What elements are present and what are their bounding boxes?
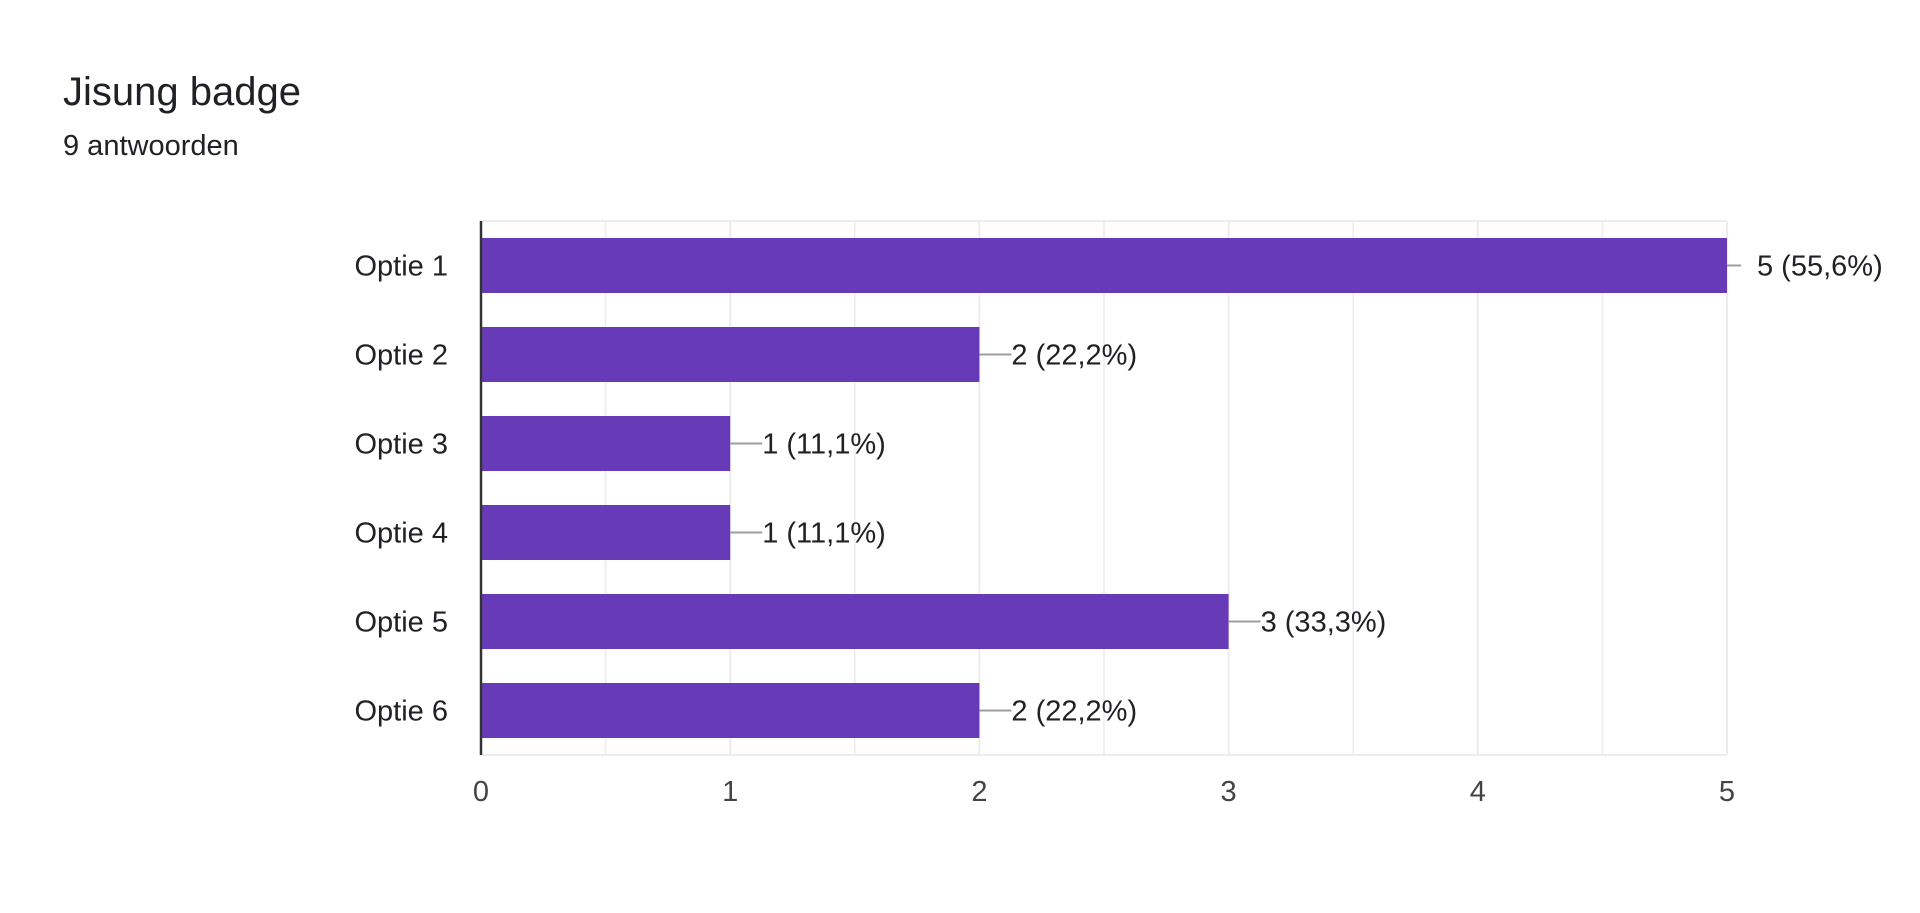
data-label: 2 (22,2%): [1011, 696, 1137, 728]
bar[interactable]: [481, 327, 980, 382]
category-label: Optie 4: [355, 518, 449, 550]
data-label: 1 (11,1%): [762, 518, 886, 550]
x-tick-label: 1: [722, 776, 738, 808]
bar[interactable]: [481, 594, 1229, 649]
x-tick-label: 4: [1470, 776, 1486, 808]
data-label: 2 (22,2%): [1011, 340, 1137, 372]
category-label: Optie 5: [355, 607, 449, 639]
bar[interactable]: [481, 238, 1727, 293]
bar[interactable]: [481, 683, 980, 738]
bar[interactable]: [481, 416, 731, 471]
x-tick-label: 5: [1719, 776, 1735, 808]
category-label: Optie 6: [355, 696, 449, 728]
category-label: Optie 3: [355, 429, 449, 461]
x-tick-label: 0: [473, 776, 489, 808]
category-label: Optie 2: [355, 340, 449, 372]
response-count: 9 antwoorden: [63, 130, 239, 162]
x-tick-label: 3: [1221, 776, 1237, 808]
grid-lines: [480, 220, 1728, 756]
category-label: Optie 1: [355, 251, 449, 283]
bar[interactable]: [481, 505, 731, 560]
bars: [481, 238, 1727, 738]
data-label: 3 (33,3%): [1261, 607, 1387, 639]
labels: Optie 1 5 (55,6%) Optie 2 2 (22,2%) Optie 3 1…: [355, 251, 1883, 809]
data-label-leaders: [730, 264, 1741, 712]
data-label: 5 (55,6%): [1757, 251, 1883, 283]
data-label: 1 (11,1%): [762, 429, 886, 461]
x-tick-label: 2: [971, 776, 987, 808]
chart-title: Jisung badge: [63, 70, 301, 114]
